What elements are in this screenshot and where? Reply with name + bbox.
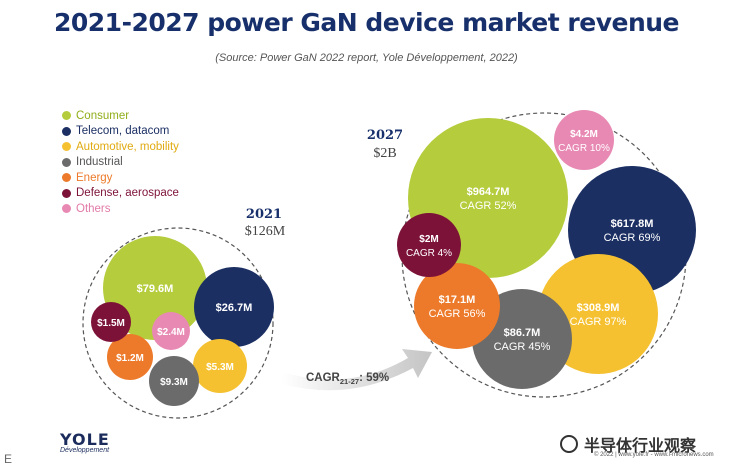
arrow-cagr-prefix: CAGR [306,372,341,384]
bubble-industrial [149,356,199,406]
total-2027: $2B [373,146,396,161]
bubble-value-label: $964.7M [467,186,510,198]
legend-label: Others [76,202,111,215]
logo-name: YOLE [60,430,110,449]
bubble-group-2021-outline [82,227,274,419]
legend-item-automotive: Automotive, mobility [62,139,179,155]
bubble-value-label: $17.1M [439,294,476,306]
legend-label: Consumer [76,109,130,122]
watermark-text: 半导体行业观察 [584,438,697,455]
legend-label: Telecom, datacom [76,125,170,138]
bubble-value-label: $5.3M [206,362,234,373]
legend-swatch [62,126,71,136]
legend-label: Industrial [76,156,123,169]
year-2021: 2021 [246,207,282,222]
bubble-value-label: $2.4M [157,327,185,338]
bubble-value-label: $308.9M [577,302,620,314]
bubble-value-label: $2M [419,234,438,245]
legend-swatch [62,111,71,121]
copyright: © 2022 | www.yole.fr - www.i-micronews.c… [594,452,714,458]
bubble-energy [414,263,500,349]
year-2027: 2027 [367,128,403,143]
legend-label: Defense, aerospace [76,187,179,200]
legend-label: Energy [76,171,113,184]
legend-swatch [62,142,71,152]
legend: Consumer Telecom, datacom Automotive, mo… [62,108,179,217]
bubble-others [152,312,190,350]
arrow-cagr-sub: 21-27 [340,377,359,386]
bubbles-2027: $964.7M CAGR 52% $617.8M CAGR 69% $308.9M CAG… [397,110,696,389]
logo-tagline: Développement [60,447,110,454]
bubble-value-label: $9.3M [160,377,188,388]
legend-label: Automotive, mobility [76,140,179,153]
bubble-cagr-label: CAGR 10% [558,143,610,154]
bubble-others [554,110,614,170]
watermark: 半导体行业观察 [560,432,696,456]
bubbles-2021: $79.6M $26.7M $5.3M $9.3M $1.2M $1.5M $2.4M [91,236,274,406]
bubble-telecom-datacom [194,267,274,347]
legend-swatch [62,204,71,214]
bubble-automotive-mobility [193,339,247,393]
bubble-value-label: $1.5M [97,318,125,329]
bubble-energy [107,334,153,380]
bubble-value-label: $1.2M [116,353,144,364]
legend-item-telecom: Telecom, datacom [62,124,179,140]
corner-text: E [4,452,13,466]
bubble-value-label: $86.7M [504,327,541,339]
chart-title: 2021-2027 power GaN device market revenu… [53,8,680,37]
bubble-value-label: $26.7M [216,302,253,314]
bubble-defense-aerospace [397,213,461,277]
legend-swatch [62,157,71,167]
yole-logo: YOLE Développement [60,430,110,454]
legend-item-energy: Energy [62,170,179,186]
legend-swatch [62,173,71,183]
bubble-value-label: $79.6M [137,283,174,295]
bubble-value-label: $4.2M [570,129,598,140]
wechat-icon [560,435,578,453]
legend-swatch [62,188,71,198]
legend-item-industrial: Industrial [62,155,179,171]
arrow-cagr-label: CAGR21-27: 59% [306,372,389,386]
bubble-cagr-label: CAGR 97% [570,316,627,328]
arrow-cagr-suffix: : 59% [359,372,389,384]
legend-item-others: Others [62,201,179,217]
legend-item-defense: Defense, aerospace [62,186,179,202]
bubble-cagr-label: CAGR 56% [429,308,486,320]
bubble-cagr-label: CAGR 69% [604,232,661,244]
growth-arrow [282,349,432,391]
chart-source: (Source: Power GaN 2022 report, Yole Dév… [215,52,518,64]
total-2021: $126M [245,224,286,239]
bubble-defense-aerospace [91,302,131,342]
bubble-value-label: $617.8M [611,218,654,230]
bubble-cagr-label: CAGR 4% [406,248,452,259]
bubble-cagr-label: CAGR 45% [494,341,551,353]
bubble-cagr-label: CAGR 52% [460,200,517,212]
legend-item-consumer: Consumer [62,108,179,124]
